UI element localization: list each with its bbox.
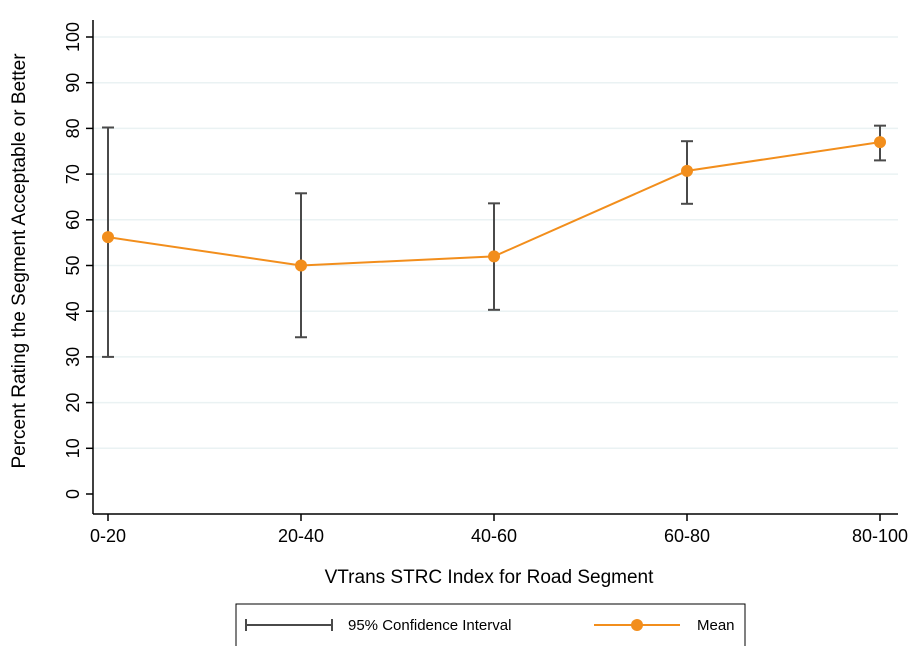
y-tick-label-90: 90 — [63, 73, 83, 93]
y-tick-label-80: 80 — [63, 118, 83, 138]
y-axis-title: Percent Rating the Segment Acceptable or… — [9, 53, 30, 469]
mean-point-0-20 — [102, 231, 114, 244]
y-tick-label-70: 70 — [63, 164, 83, 184]
x-tick-label-60-80: 60-80 — [664, 526, 710, 546]
confidence-interval-bars — [102, 124, 886, 358]
legend: 95% Confidence Interval Mean — [235, 603, 746, 646]
x-axis: 0-20 20-40 40-60 60-80 80-100 — [90, 513, 908, 546]
legend-mean-marker — [631, 619, 643, 631]
y-tick-label-20: 20 — [63, 393, 83, 413]
x-tick-label-0-20: 0-20 — [90, 526, 126, 546]
y-tick-label-100: 100 — [63, 22, 83, 52]
mean-point-60-80 — [681, 164, 693, 177]
y-tick-label-30: 30 — [63, 347, 83, 367]
y-axis: 0 10 20 30 40 50 60 70 80 90 100 — [63, 20, 94, 514]
legend-ci-label: 95% Confidence Interval — [348, 617, 511, 634]
x-tick-label-80-100: 80-100 — [852, 526, 908, 546]
y-tick-label-40: 40 — [63, 301, 83, 321]
legend-mean-label: Mean — [697, 617, 735, 634]
x-tick-label-20-40: 20-40 — [278, 526, 324, 546]
mean-point-80-100 — [874, 136, 886, 149]
x-axis-title: VTrans STRC Index for Road Segment — [325, 567, 654, 588]
y-tick-label-0: 0 — [63, 489, 83, 499]
y-tick-label-10: 10 — [63, 438, 83, 458]
gridlines — [93, 36, 898, 450]
mean-point-20-40 — [295, 259, 307, 272]
y-tick-label-60: 60 — [63, 210, 83, 230]
mean-series — [102, 136, 886, 272]
y-tick-label-50: 50 — [63, 255, 83, 275]
mean-point-40-60 — [488, 250, 500, 263]
x-tick-label-40-60: 40-60 — [471, 526, 517, 546]
